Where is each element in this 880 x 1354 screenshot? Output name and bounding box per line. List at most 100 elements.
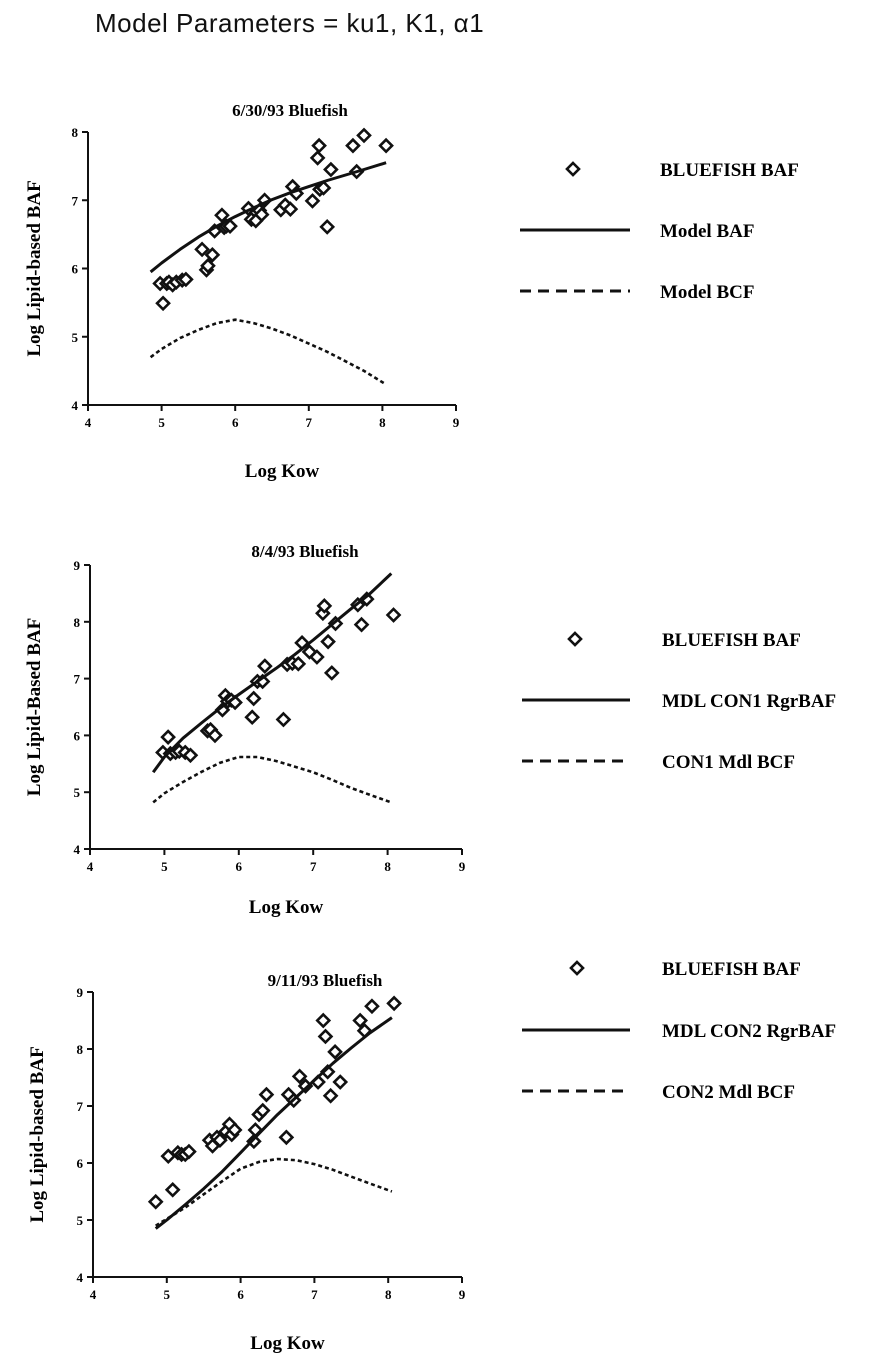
x-tick-label: 4: [85, 415, 92, 430]
chart-title: 9/11/93 Bluefish: [268, 971, 383, 990]
data-point: [364, 998, 380, 1015]
page-title: Model Parameters = ku1, K1, α1: [95, 8, 485, 38]
legend-label: CON2 Mdl BCF: [662, 1082, 795, 1103]
x-axis-label: Log Kow: [245, 461, 320, 482]
model-baf-line: [151, 572, 393, 774]
data-point: [323, 665, 340, 681]
data-point: [315, 1012, 332, 1029]
y-tick-label: 7: [72, 193, 79, 208]
legend-label: Model BCF: [660, 282, 754, 303]
y-tick-label: 4: [74, 842, 81, 857]
data-point: [275, 711, 292, 728]
data-point: [356, 127, 372, 144]
data-point: [164, 1181, 181, 1198]
x-tick-label: 4: [87, 859, 94, 874]
y-tick-label: 4: [77, 1270, 84, 1285]
y-tick-label: 9: [77, 985, 84, 1000]
data-point: [178, 271, 194, 288]
legend-label: CON1 Mdl BCF: [662, 752, 795, 773]
legend-label: MDL CON1 RgrBAF: [662, 691, 836, 712]
data-point: [311, 137, 327, 154]
data-point: [204, 247, 221, 263]
legend-marker-diamond: [567, 631, 583, 647]
model-bcf-line: [149, 318, 387, 386]
x-tick-label: 6: [237, 1287, 244, 1302]
x-tick-label: 9: [453, 415, 460, 430]
data-point: [352, 1012, 368, 1029]
model-baf-line: [154, 1016, 393, 1230]
data-point: [246, 1133, 262, 1150]
data-point: [194, 241, 210, 258]
y-tick-label: 7: [77, 1099, 84, 1114]
model-baf-line: [149, 161, 387, 274]
x-tick-label: 9: [459, 859, 466, 874]
y-axis-label: Log Lipid-based BAF: [27, 1046, 48, 1222]
data-point: [304, 193, 321, 209]
data-point: [315, 180, 332, 196]
legend-label: BLUEFISH BAF: [660, 160, 799, 181]
data-point: [323, 161, 339, 178]
x-tick-label: 7: [310, 859, 317, 874]
data-point: [258, 1086, 275, 1103]
data-point: [316, 598, 333, 614]
data-point: [182, 747, 199, 764]
legend-label: BLUEFISH BAF: [662, 630, 801, 651]
data-point: [244, 709, 261, 726]
x-tick-label: 8: [379, 415, 386, 430]
y-tick-label: 4: [72, 398, 79, 413]
data-point: [317, 1028, 334, 1045]
data-point: [155, 295, 171, 312]
data-point: [254, 1102, 271, 1119]
data-point: [322, 1087, 339, 1104]
data-point: [214, 207, 230, 224]
y-tick-label: 5: [77, 1213, 84, 1228]
chart-panel-1: 6/30/93 Bluefish 4 5 6 7 8 9 4 5 6 7 8 Log Kow Log Li…: [24, 101, 799, 482]
x-tick-label: 5: [164, 1287, 171, 1302]
x-tick-label: 4: [90, 1287, 97, 1302]
data-point: [147, 1193, 164, 1210]
data-point: [386, 995, 402, 1012]
y-tick-label: 6: [77, 1156, 84, 1171]
y-tick-label: 5: [72, 330, 79, 345]
model-bcf-line: [155, 1157, 393, 1227]
x-tick-label: 7: [306, 415, 313, 430]
data-point: [245, 690, 262, 707]
data-point: [358, 591, 375, 607]
data-point: [200, 257, 216, 274]
data-point: [345, 137, 361, 154]
x-tick-label: 8: [384, 859, 391, 874]
data-point: [290, 655, 307, 672]
legend-label: MDL CON2 RgrBAF: [662, 1021, 836, 1042]
x-axis-label: Log Kow: [249, 897, 324, 918]
data-point: [309, 649, 325, 665]
y-axis-label: Log Lipid-based BAF: [24, 180, 45, 356]
data-point: [257, 658, 273, 674]
data-point: [327, 1044, 343, 1060]
data-point: [226, 1122, 243, 1138]
chart-panel-3: 9/11/93 Bluefish 4 5 6 7 8 9 4 5 6 7 8 9 Log Kow Log L…: [27, 959, 836, 1354]
y-tick-label: 5: [74, 785, 81, 800]
data-point: [278, 1129, 295, 1146]
y-tick-label: 6: [74, 728, 81, 743]
x-tick-label: 5: [161, 859, 168, 874]
x-tick-label: 6: [232, 415, 239, 430]
y-tick-label: 9: [74, 558, 81, 573]
legend-marker-diamond: [569, 960, 585, 976]
data-point: [320, 633, 336, 650]
x-tick-label: 6: [236, 859, 243, 874]
x-tick-label: 7: [311, 1287, 318, 1302]
model-bcf-line: [152, 755, 392, 804]
y-tick-label: 8: [77, 1042, 84, 1057]
y-tick-label: 8: [74, 615, 81, 630]
data-point: [319, 219, 336, 235]
data-point: [385, 607, 402, 623]
x-tick-label: 5: [158, 415, 165, 430]
data-point: [207, 727, 223, 744]
chart-title: 8/4/93 Bluefish: [251, 542, 359, 561]
chart-panel-2: 8/4/93 Bluefish 4 5 6 7 8 9 4 5 6 7 8 9 Log Kow Log Li…: [24, 542, 836, 918]
x-tick-label: 8: [385, 1287, 392, 1302]
data-point: [332, 1074, 349, 1090]
data-point: [309, 150, 326, 166]
data-point: [181, 1143, 197, 1160]
y-tick-label: 8: [72, 125, 79, 140]
